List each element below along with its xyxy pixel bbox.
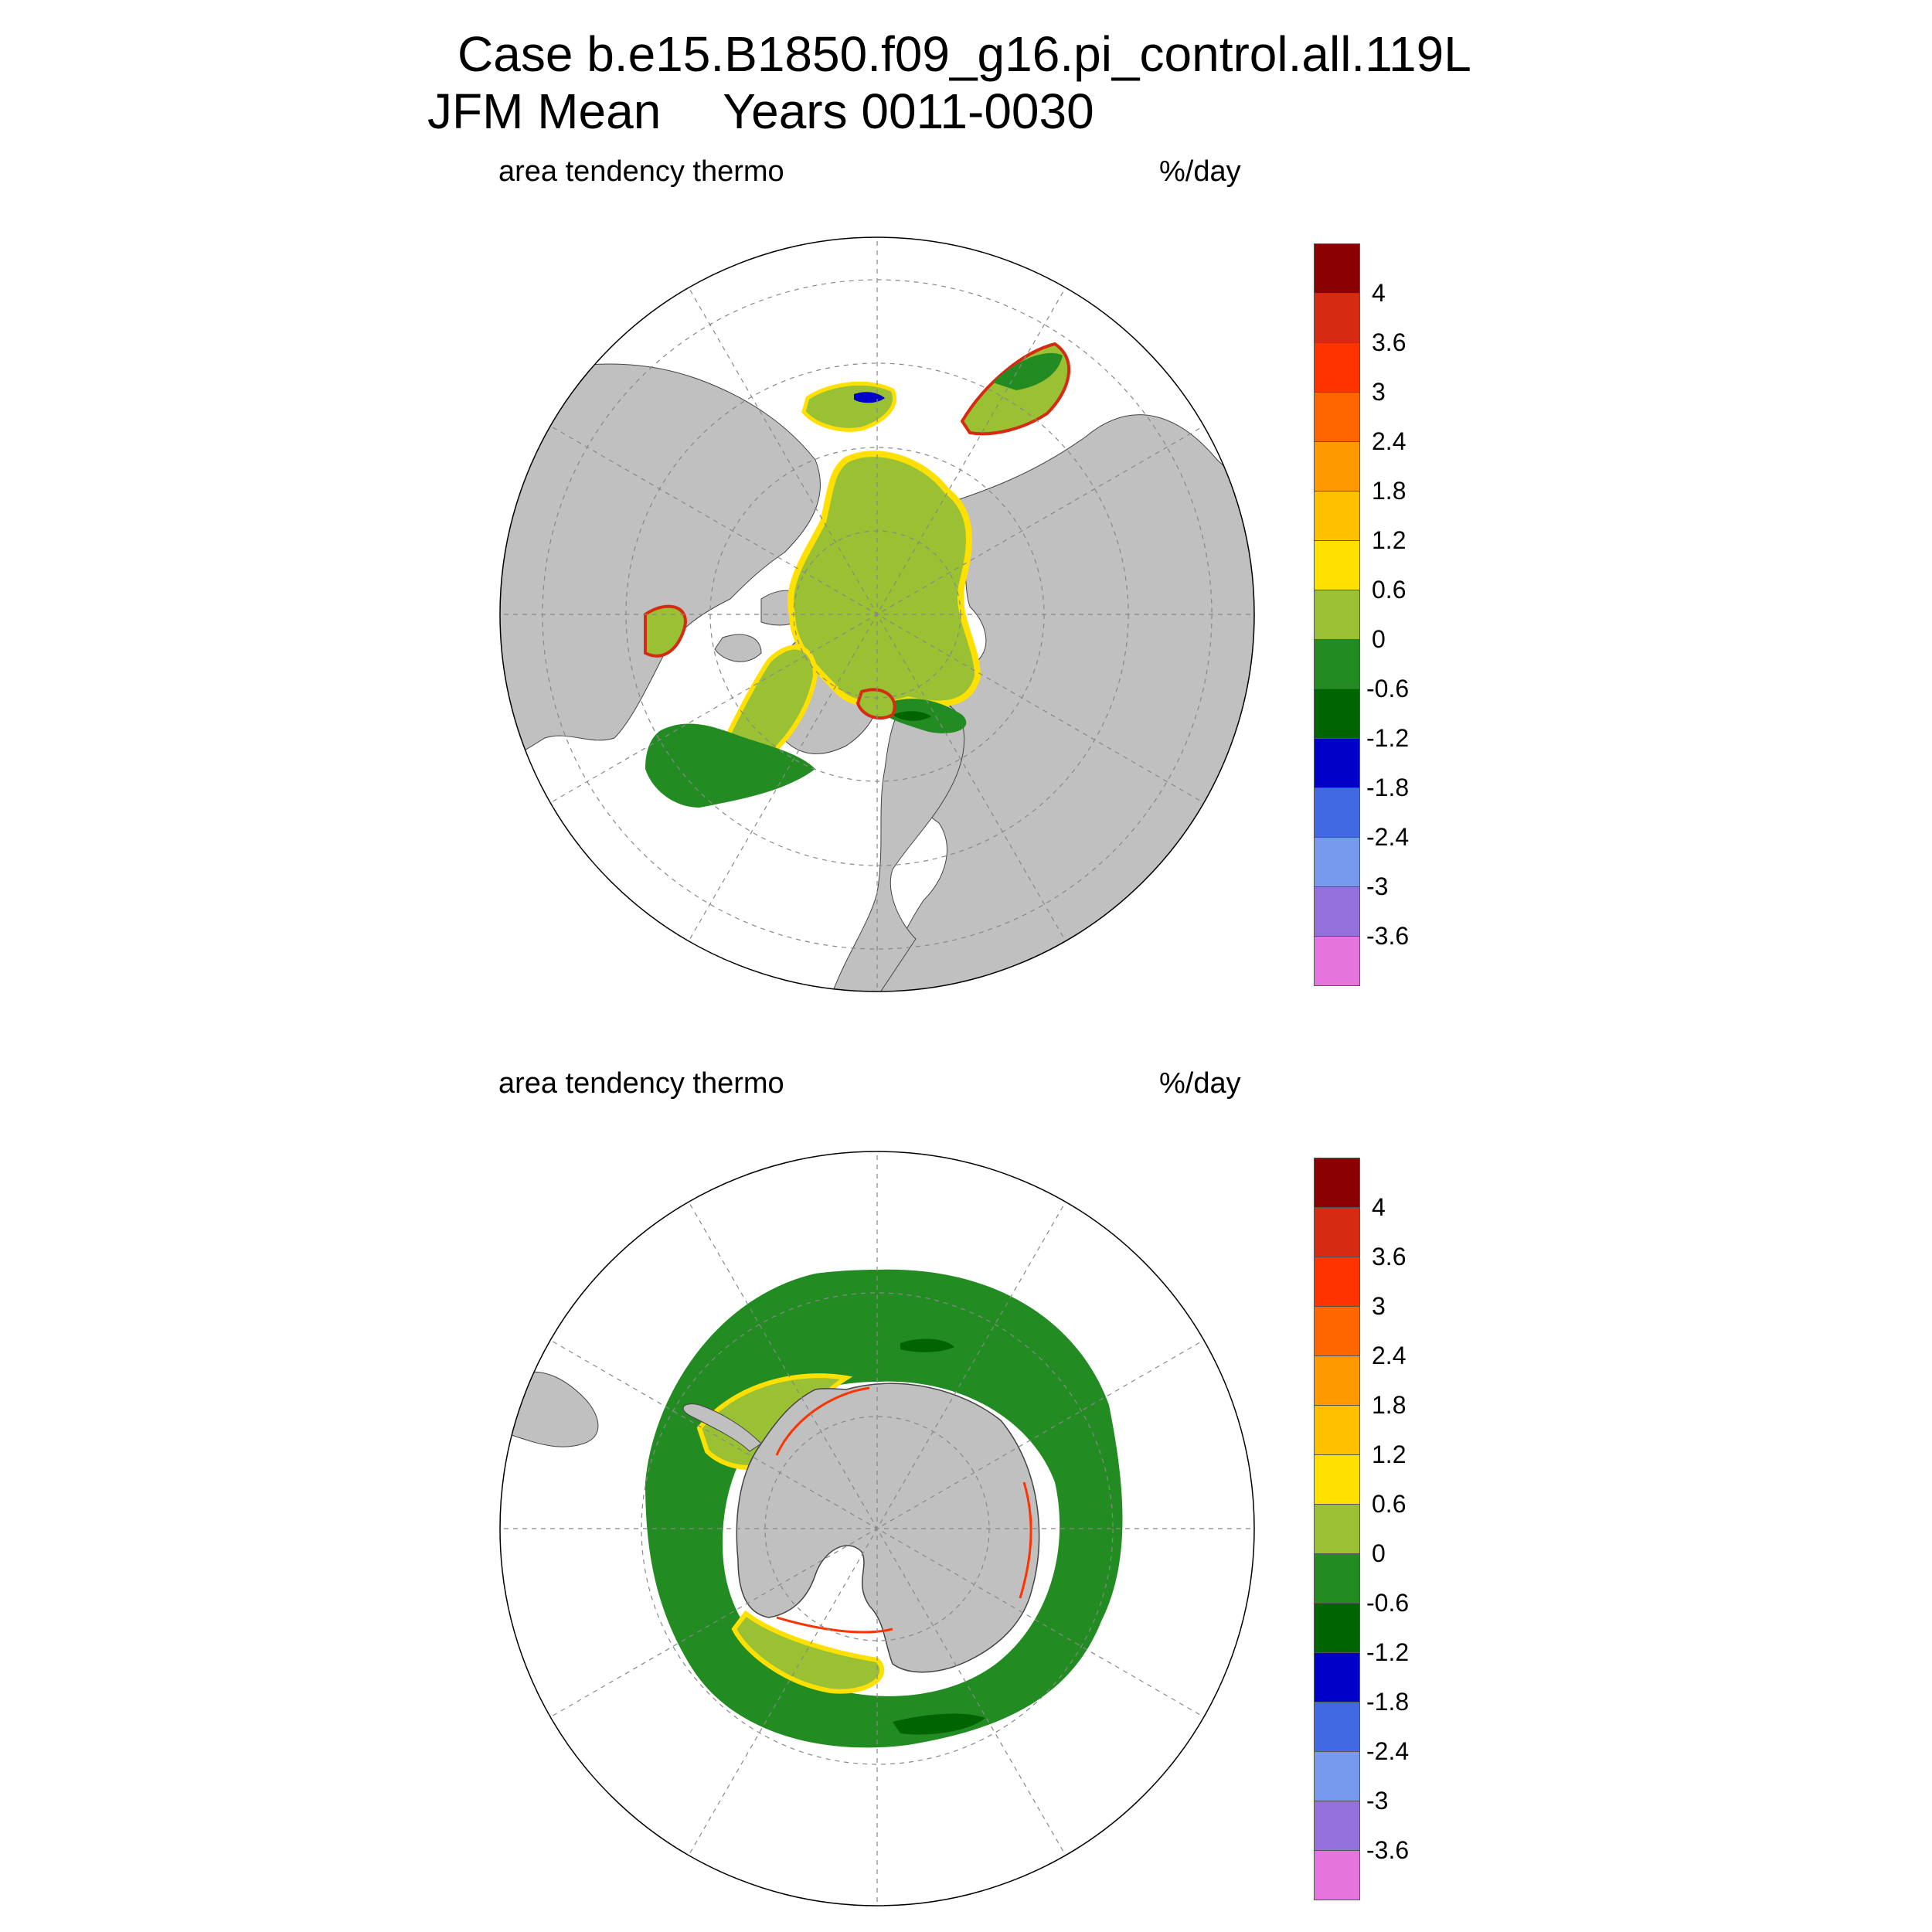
panel-north-variable-label: area tendency thermo (498, 155, 784, 188)
colorbar-tick-label: 0.6 (1372, 1490, 1406, 1518)
sea-ice-amundsen-dark (893, 1713, 985, 1735)
panel-north-units-label: %/day (1159, 155, 1241, 188)
colorbar-swatch (1314, 1801, 1360, 1850)
colorbar-swatch (1314, 1603, 1360, 1652)
colorbar-swatch (1314, 1306, 1360, 1355)
colorbar-tick-label: -2.4 (1366, 823, 1410, 851)
colorbar-swatch (1314, 1454, 1360, 1504)
map-boundary (499, 1151, 1255, 1906)
colorbar-tick-label: 2.4 (1372, 427, 1406, 455)
colorbar-tick-label: -1.2 (1366, 1638, 1410, 1666)
colorbar-swatch (1314, 491, 1360, 540)
colorbar-swatch (1314, 1504, 1360, 1553)
colorbar-swatch (1314, 540, 1360, 590)
colorbar-swatch (1314, 837, 1360, 886)
colorbar-swatch (1314, 1158, 1360, 1207)
colorbar-swatch (1314, 342, 1360, 392)
colorbar-tick-label: -3.6 (1366, 922, 1410, 950)
colorbar-swatch (1314, 1207, 1360, 1257)
colorbar-tick-label: 4 (1372, 279, 1386, 307)
colorbar-tick-label: 3.6 (1372, 328, 1406, 356)
colorbar-tick-label: 1.8 (1372, 1391, 1406, 1419)
graticule (500, 1151, 1254, 1906)
sea-ice-okhotsk-core (993, 352, 1063, 390)
colorbar-tick-label: -3 (1366, 1787, 1389, 1815)
colorbar-north: 4 3.6 3 2.4 1.8 1.2 0.6 0 -0.6 -1.2 -1.8 -2.4 -3 -3.6 (1314, 243, 1409, 986)
land-north-america (500, 363, 821, 770)
panel-south-units-label: %/day (1159, 1067, 1241, 1100)
colorbar-tick-label: 0 (1372, 1539, 1386, 1567)
season-label: JFM Mean (427, 83, 662, 139)
colorbar-swatch (1314, 1652, 1360, 1702)
colorbar-tick-label: -1.8 (1366, 1688, 1410, 1716)
colorbar-swatch (1314, 936, 1360, 986)
colorbar-tick-label: 0.6 (1372, 576, 1406, 604)
sea-ice-greenland-sea (855, 688, 896, 719)
sea-ice-labrador-loss (645, 723, 815, 808)
land-scandinavia (830, 699, 965, 992)
colorbar-tick-label: 3.6 (1372, 1243, 1406, 1270)
colorbar-tick-label: -3 (1366, 872, 1389, 900)
colorbar-tick-label: -1.8 (1366, 774, 1410, 801)
colorbar-swatch (1314, 1257, 1360, 1306)
colorbar-tick-label: -0.6 (1366, 675, 1410, 702)
colorbar-swatch (1314, 689, 1360, 738)
colorbar-tick-label: 1.8 (1372, 477, 1406, 505)
colorbar-swatch (1314, 1702, 1360, 1751)
colorbar-tick-label: -2.4 (1366, 1737, 1410, 1765)
graticule (500, 237, 1254, 992)
colorbar-swatch (1314, 787, 1360, 837)
map-boundary (499, 236, 1255, 992)
colorbar-tick-label: 4 (1372, 1193, 1386, 1221)
sea-ice-east-dark (900, 1338, 954, 1352)
colorbar-swatch (1314, 1355, 1360, 1405)
colorbar-swatch (1314, 1553, 1360, 1603)
colorbar-tick-label: -1.2 (1366, 724, 1410, 752)
colorbar-tick-label: 2.4 (1372, 1342, 1406, 1369)
colorbar-tick-label: 3 (1372, 378, 1386, 406)
years-label: Years 0011-0030 (723, 83, 1094, 139)
colorbar-swatch (1314, 886, 1360, 936)
sea-ice-coastal-gain (775, 1386, 1032, 1634)
south-polar-map (499, 1151, 1255, 1906)
colorbar-swatch (1314, 590, 1360, 639)
colorbar-swatch (1314, 1850, 1360, 1900)
colorbar-swatch (1314, 293, 1360, 342)
colorbar-swatch (1314, 392, 1360, 441)
colorbar-tick-label: 0 (1372, 625, 1386, 653)
colorbar-swatch (1314, 1405, 1360, 1454)
colorbar-swatch (1314, 441, 1360, 491)
colorbar-tick-label: -3.6 (1366, 1836, 1410, 1864)
colorbar-tick-label: 1.2 (1372, 526, 1406, 554)
panel-south-variable-label: area tendency thermo (498, 1067, 784, 1100)
figure-title: Case b.e15.B1850.f09_g16.pi_control.all.… (457, 26, 1471, 82)
sea-ice-ross (731, 1610, 885, 1694)
sea-ice-hudson (644, 604, 687, 658)
figure-subtitle: JFM Mean Years 0011-0030 (427, 87, 1094, 136)
north-polar-map (499, 236, 1255, 992)
colorbar-swatch (1314, 1751, 1360, 1801)
colorbar-tick-label: 1.2 (1372, 1440, 1406, 1468)
colorbar-south: 4 3.6 3 2.4 1.8 1.2 0.6 0 -0.6 -1.2 -1.8 -2.4 -3 -3.6 (1314, 1158, 1409, 1900)
sea-ice-barents-dark (893, 711, 931, 721)
colorbar-swatch (1314, 243, 1360, 293)
colorbar-swatch (1314, 738, 1360, 787)
colorbar-swatch (1314, 639, 1360, 689)
land-antarctic-peninsula (682, 1403, 762, 1452)
colorbar-tick-label: 3 (1372, 1292, 1386, 1320)
colorbar-tick-label: -0.6 (1366, 1589, 1410, 1617)
